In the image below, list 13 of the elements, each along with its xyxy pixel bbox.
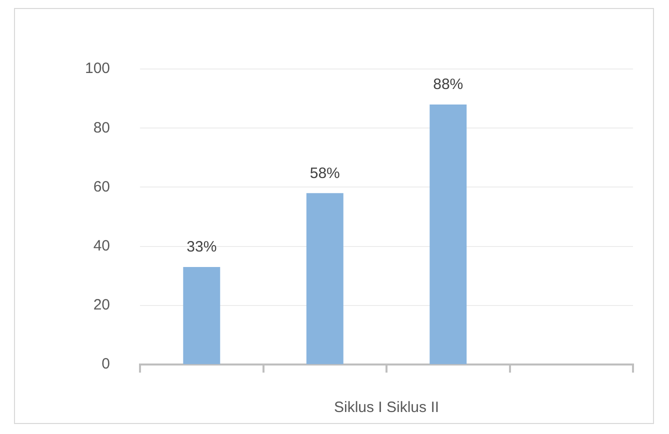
y-tick-label: 40 — [93, 238, 110, 254]
data-label: 88% — [433, 76, 464, 94]
data-label: 33% — [186, 238, 217, 256]
bar — [183, 267, 220, 364]
x-axis-title: Siklus I Siklus II — [334, 399, 440, 416]
y-tick-label: 20 — [93, 296, 110, 314]
data-label: 58% — [310, 164, 340, 182]
y-tick-label: 60 — [93, 178, 110, 196]
bar — [306, 193, 344, 364]
y-tick-label: 100 — [84, 60, 110, 78]
y-tick-label: 80 — [93, 119, 110, 136]
bar — [430, 104, 467, 364]
y-tick-label: 0 — [102, 356, 110, 373]
